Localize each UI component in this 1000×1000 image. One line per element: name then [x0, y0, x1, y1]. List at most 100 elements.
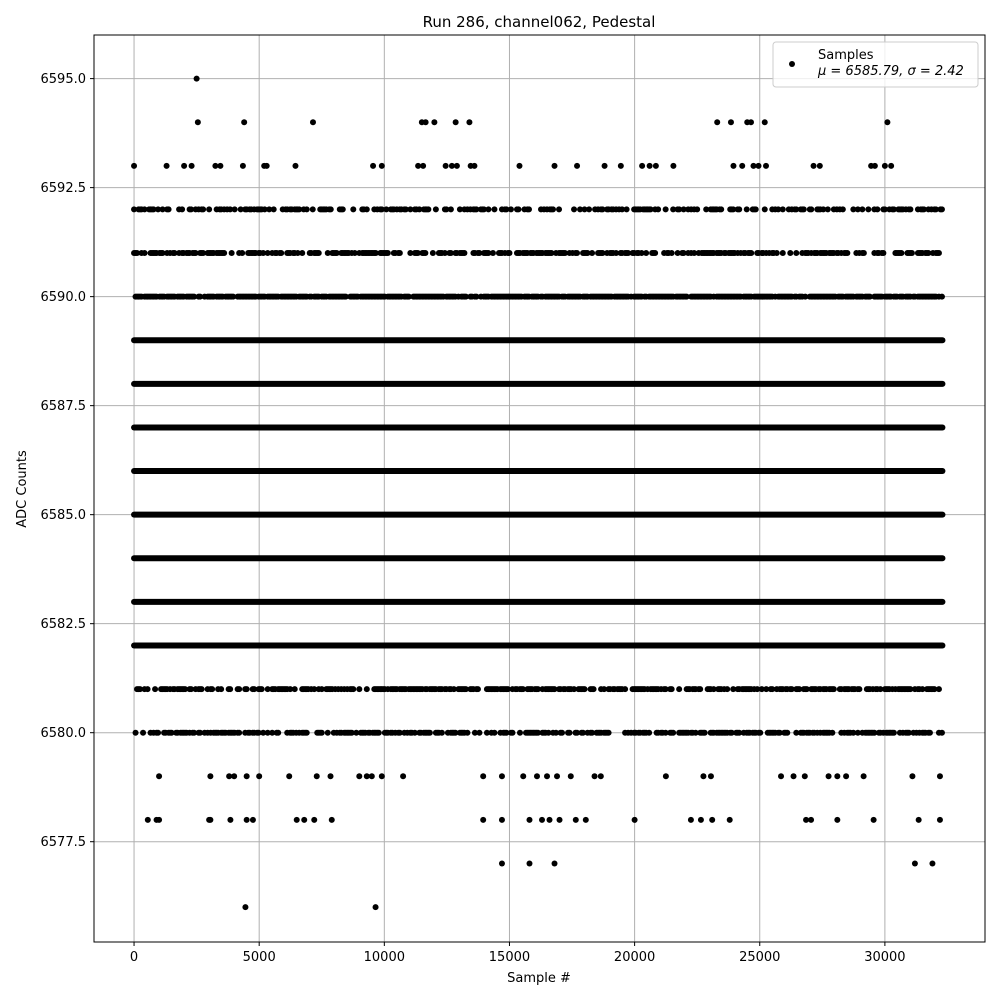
data-point: [597, 773, 604, 780]
data-point: [929, 860, 936, 867]
x-tick-label: 5000: [243, 950, 276, 965]
data-point: [407, 250, 414, 257]
data-point: [237, 206, 244, 213]
data-point: [489, 250, 496, 257]
data-point: [701, 729, 708, 736]
data-point: [221, 250, 228, 257]
data-point: [218, 686, 225, 693]
data-point: [763, 162, 770, 169]
data-point: [758, 686, 765, 693]
data-point: [787, 250, 794, 257]
data-point: [938, 206, 945, 213]
data-point: [599, 250, 606, 257]
data-point: [402, 206, 409, 213]
data-point: [227, 686, 234, 693]
data-point: [464, 729, 471, 736]
data-point: [747, 119, 754, 126]
data-point: [888, 162, 895, 169]
data-point: [839, 206, 846, 213]
data-point: [859, 206, 866, 213]
plot-frame: [93, 34, 986, 943]
data-point: [264, 250, 271, 257]
data-point: [844, 250, 851, 257]
data-point: [256, 773, 263, 780]
data-point: [506, 250, 513, 257]
data-point: [311, 816, 318, 823]
data-point: [327, 206, 334, 213]
data-point: [793, 206, 800, 213]
data-point: [915, 816, 922, 823]
data-point: [676, 206, 683, 213]
data-point: [473, 206, 480, 213]
data-point: [159, 250, 166, 257]
data-point: [270, 206, 277, 213]
data-point: [333, 250, 340, 257]
data-point: [784, 729, 791, 736]
data-point: [601, 162, 608, 169]
data-point: [384, 250, 391, 257]
data-point: [647, 206, 654, 213]
data-point: [293, 816, 300, 823]
data-point: [865, 206, 872, 213]
data-point: [707, 773, 714, 780]
data-point: [264, 686, 271, 693]
data-point: [775, 206, 782, 213]
data-point: [761, 206, 768, 213]
data-point: [619, 206, 626, 213]
data-point: [498, 860, 505, 867]
data-point: [131, 206, 138, 213]
data-point: [498, 773, 505, 780]
data-point: [471, 162, 478, 169]
data-point: [652, 250, 659, 257]
data-point: [871, 729, 878, 736]
data-point: [414, 250, 421, 257]
data-point: [662, 206, 669, 213]
data-point: [318, 686, 325, 693]
data-point: [485, 206, 492, 213]
data-point: [710, 686, 717, 693]
data-point: [808, 816, 815, 823]
data-point: [880, 250, 887, 257]
data-point: [556, 816, 563, 823]
data-point: [925, 250, 932, 257]
data-point: [476, 250, 483, 257]
data-point: [586, 206, 593, 213]
data-point: [860, 250, 867, 257]
y-axis-label: ADC Counts: [15, 450, 30, 528]
data-point: [447, 250, 454, 257]
data-point: [249, 816, 256, 823]
data-point: [757, 729, 764, 736]
data-point: [198, 686, 205, 693]
data-point: [193, 75, 200, 82]
data-point: [803, 686, 810, 693]
data-point: [662, 773, 669, 780]
data-point: [207, 773, 214, 780]
data-point: [743, 206, 750, 213]
data-point: [420, 162, 427, 169]
data-point: [936, 773, 943, 780]
data-point: [286, 773, 293, 780]
data-point: [769, 686, 776, 693]
data-point: [519, 686, 526, 693]
data-point: [241, 119, 248, 126]
data-point: [516, 162, 523, 169]
data-point: [217, 162, 224, 169]
data-point: [589, 250, 596, 257]
data-point: [582, 816, 589, 823]
data-point: [242, 904, 249, 911]
data-point: [275, 729, 282, 736]
data-point: [755, 162, 762, 169]
data-point: [739, 162, 746, 169]
data-point: [192, 250, 199, 257]
data-point: [144, 686, 151, 693]
data-point: [697, 686, 704, 693]
data-point: [328, 816, 335, 823]
data-point: [292, 162, 299, 169]
data-point: [613, 250, 620, 257]
data-point: [264, 729, 271, 736]
data-point: [907, 686, 914, 693]
data-point: [554, 773, 561, 780]
data-point: [313, 773, 320, 780]
